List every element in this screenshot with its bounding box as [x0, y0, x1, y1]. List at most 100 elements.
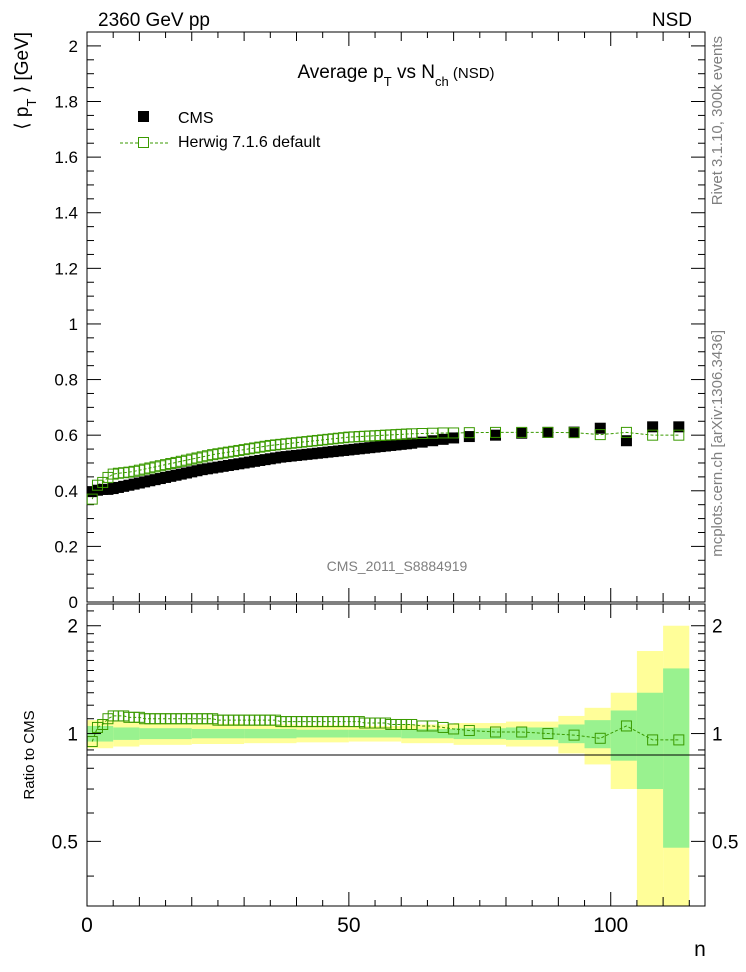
cms-point [427, 435, 439, 447]
stat-uncertainty-band [139, 728, 192, 740]
herwig-point [542, 426, 554, 438]
process-label: NSD [652, 10, 692, 31]
herwig-ratio-point [516, 726, 528, 738]
cms-point [673, 421, 685, 433]
ratio-axis-ticks: 0.5 0.5 1 1 2 2 0 50 100 [52, 604, 738, 937]
x-tick-label: 50 [337, 914, 360, 937]
herwig-ratio-point [594, 732, 606, 744]
herwig-ratio-point [542, 728, 554, 740]
cms-point [568, 426, 580, 438]
stat-uncertainty-band [296, 729, 349, 738]
ratio-y-tick-label-right: 1 [712, 725, 723, 746]
cms-point [406, 437, 418, 449]
herwig-ratio-point [620, 720, 632, 732]
main-plot-frame [86, 31, 706, 603]
ratio-y-tick-label: 1 [67, 725, 78, 746]
main-data-points [86, 421, 685, 505]
main-y-tick-label: 2 [69, 37, 78, 56]
rivet-info-label: Rivet 3.1.10, 300k events [709, 36, 726, 205]
ratio-y-tick-label: 2 [67, 617, 78, 638]
plot-title-sub-t: T [384, 74, 392, 89]
plot-title-sub-ch: ch [435, 74, 449, 89]
mcplots-source-label: mcplots.cern.ch [arXiv:1306.3436] [709, 330, 726, 557]
main-y-tick-label: 1 [69, 315, 78, 334]
main-y-tick-label: 1.2 [54, 259, 78, 278]
herwig-ratio-point [647, 734, 659, 746]
y-axis-label-open: ⟨ p [12, 107, 33, 130]
herwig-point [568, 427, 580, 439]
x-axis-label: n [694, 938, 706, 961]
y-axis-label-close: ⟩ [GeV] [12, 32, 33, 99]
legend: CMS Herwig 7.1.6 default [120, 110, 321, 151]
stat-uncertainty-band [453, 728, 506, 740]
stat-uncertainty-band [584, 720, 611, 749]
herwig-point [647, 429, 659, 441]
ratio-y-axis-label: Ratio to CMS [21, 710, 38, 799]
main-y-tick-label: 0.2 [54, 537, 78, 556]
herwig-ratio-point [568, 729, 580, 741]
legend-herwig-marker [138, 137, 149, 148]
main-y-tick-label: 0.6 [54, 426, 78, 445]
stat-uncertainty-band [558, 724, 585, 744]
cms-point [416, 436, 428, 448]
cms-point [620, 435, 632, 447]
stat-uncertainty-band [244, 728, 297, 739]
energy-label: 2360 GeV pp [98, 10, 210, 31]
main-y-tick-label: 1.6 [54, 148, 78, 167]
cms-point [516, 427, 528, 439]
cms-point [437, 433, 449, 445]
x-tick-label: 100 [593, 914, 628, 937]
ratio-panel: 0.5 0.5 1 1 2 2 0 50 100 Ratio to CMS n [21, 603, 738, 961]
cms-point [463, 431, 475, 443]
plot-title-mid: vs N [392, 62, 435, 83]
cms-point [542, 426, 554, 438]
ratio-data-points [86, 710, 685, 748]
stat-uncertainty-band [401, 728, 454, 739]
cms-point [647, 421, 659, 433]
legend-cms-marker [138, 111, 149, 122]
stat-uncertainty-band [113, 727, 140, 740]
stat-uncertainty-band [663, 668, 690, 848]
analysis-watermark: CMS_2011_S8884919 [327, 558, 468, 574]
main-y-tick-label: 1.8 [54, 93, 78, 112]
y-axis-label-sub: T [24, 99, 39, 107]
main-panel: 0 0.2 0.4 0.6 0.8 1 1.2 1.4 1.6 1.8 2 Average pT v… [12, 31, 706, 612]
stat-uncertainty-band [191, 728, 245, 739]
ratio-plot-frame [86, 603, 706, 907]
herwig-point [448, 427, 460, 439]
stat-uncertainty-band [348, 729, 402, 738]
ratio-uncertainty-bands [87, 625, 690, 906]
ratio-y-tick-label-right: 0.5 [712, 832, 738, 853]
herwig-line [91, 431, 679, 500]
ratio-y-tick-label-right: 2 [712, 617, 723, 638]
main-y-tick-label: 1.4 [54, 204, 78, 223]
x-tick-label: 0 [81, 914, 93, 937]
legend-cms-label: CMS [178, 110, 214, 127]
herwig-point [490, 426, 502, 438]
stat-uncertainty-band [505, 727, 559, 740]
legend-herwig-label: Herwig 7.1.6 default [178, 134, 321, 151]
herwig-ratio-line [91, 715, 679, 742]
main-y-tick-label: 0.8 [54, 371, 78, 390]
herwig-point [673, 429, 685, 441]
stat-uncertainty-band [636, 692, 664, 790]
ratio-y-tick-label: 0.5 [52, 832, 78, 853]
stat-uncertainty-band [610, 710, 637, 761]
main-y-tick-label: 0.4 [54, 482, 78, 501]
cms-point [490, 429, 502, 441]
herwig-point [594, 429, 606, 441]
plot-title: Average pT vs Nch (NSD) [297, 62, 494, 89]
cms-point [594, 422, 606, 434]
herwig-point [620, 426, 632, 438]
herwig-point [86, 493, 98, 505]
main-axis-ticks: 0 0.2 0.4 0.6 0.8 1 1.2 1.4 1.6 1.8 2 [54, 32, 705, 612]
main-y-tick-label: 0 [69, 593, 78, 612]
herwig-ratio-point [463, 724, 475, 736]
y-axis-label: ⟨ pT ⟩ [GeV] [12, 32, 39, 130]
herwig-point [516, 426, 528, 438]
herwig-ratio-point [673, 734, 685, 746]
herwig-ratio-point [448, 723, 460, 735]
herwig-point [463, 427, 475, 439]
plot-title-tail: (NSD) [449, 65, 495, 82]
